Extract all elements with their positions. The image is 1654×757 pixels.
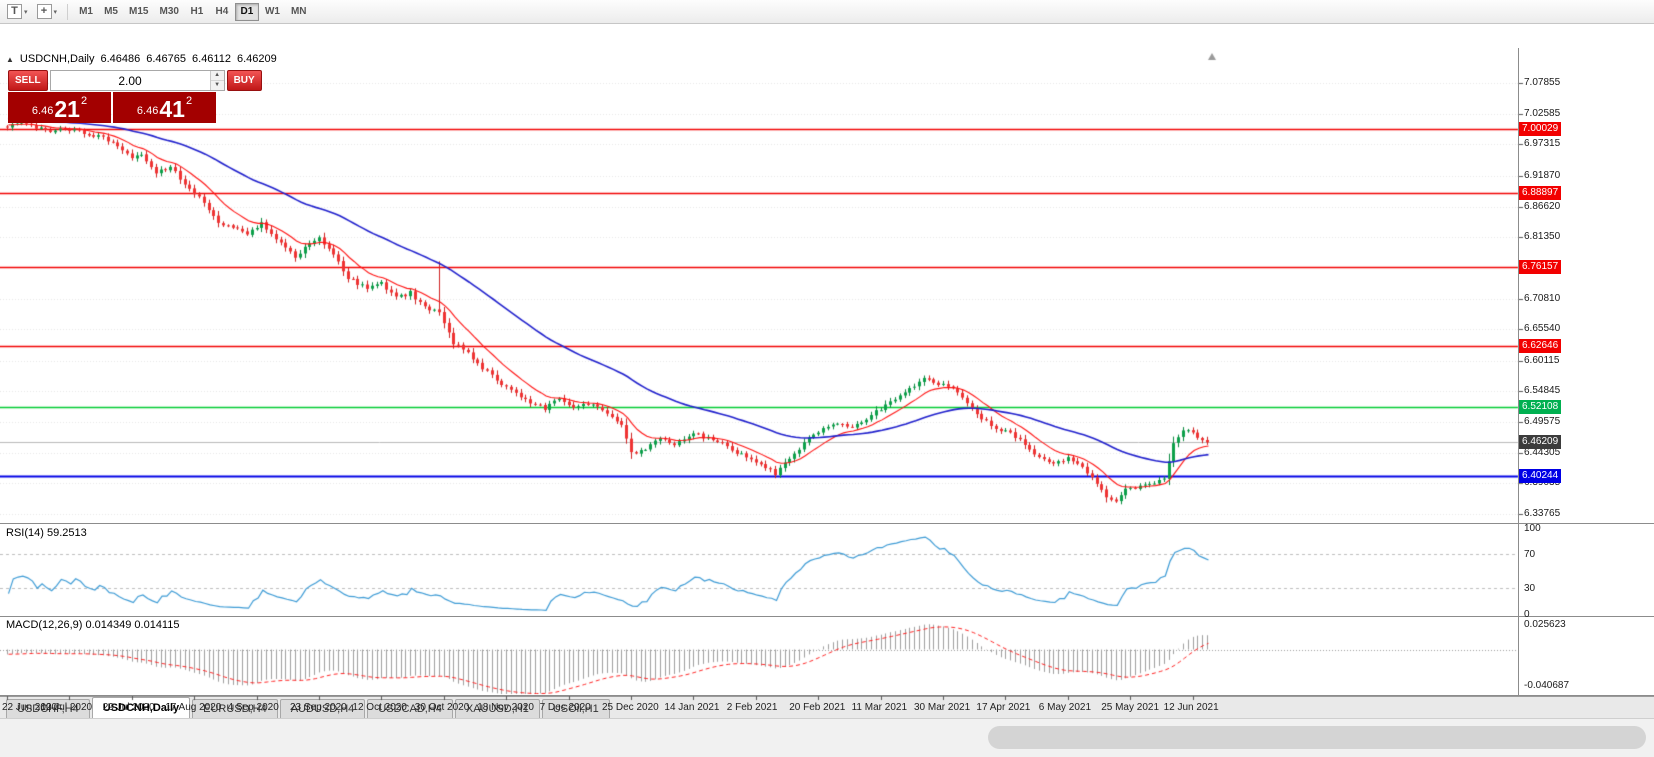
volume-down-icon[interactable]: ▼ <box>210 81 224 90</box>
chart-window: ▲ USDCNH,Daily 6.46486 6.46765 6.46112 6… <box>0 24 1654 720</box>
price-axis-label: 7.02585 <box>1524 107 1561 119</box>
pane-separator-rsi[interactable] <box>0 523 1654 524</box>
price-axis-label: 6.97315 <box>1524 138 1561 150</box>
time-axis-label: 11 Mar 2021 <box>851 702 907 713</box>
volume-up-icon[interactable]: ▲ <box>210 71 224 81</box>
ohlc-high: 6.46765 <box>146 53 187 65</box>
price-level-badge: 6.62646 <box>1519 339 1562 353</box>
price-level-badge: 6.88897 <box>1519 186 1562 201</box>
rsi-scale-label: 70 <box>1524 548 1536 560</box>
price-axis-label: 6.54845 <box>1524 385 1561 397</box>
time-axis-label: 4 Sep 2020 <box>227 702 279 713</box>
crosshair-tool-button[interactable]: + ▾ <box>33 2 62 22</box>
time-axis-label: 30 Oct 2020 <box>414 702 470 713</box>
time-axis-label: 18 Nov 2020 <box>477 702 534 713</box>
time-axis-label: 20 Feb 2021 <box>789 702 846 713</box>
timeframe-h4[interactable]: H4 <box>210 3 234 21</box>
buy-price-frac: 2 <box>185 95 193 107</box>
time-axis-label: 10 Jul 2020 <box>40 702 93 713</box>
time-axis-label: 17 Aug 2020 <box>165 702 222 713</box>
top-toolbar: T ▾ + ▾ M1 M5 M15 M30 H1 H4 D1 W1 MN <box>0 0 1654 24</box>
price-axis-line <box>1518 48 1519 696</box>
rsi-indicator-label: RSI(14) 59.2513 <box>6 527 87 539</box>
sell-price-display[interactable]: 6.46 21 2 <box>8 92 111 123</box>
timeframe-m30[interactable]: M30 <box>154 3 183 21</box>
time-axis-label: 25 Dec 2020 <box>602 702 659 713</box>
time-axis-label: 14 Jan 2021 <box>664 702 720 713</box>
horizontal-scrollbar-thumb[interactable] <box>988 726 1646 749</box>
buy-price-display[interactable]: 6.46 41 2 <box>113 92 216 123</box>
price-axis-label: 6.60115 <box>1524 354 1560 366</box>
time-axis-label: 2 Feb 2021 <box>726 702 778 713</box>
price-level-badge: 6.76157 <box>1519 260 1562 275</box>
rsi-scale-label: 0 <box>1524 609 1530 620</box>
one-click-collapse-icon[interactable]: ▲ <box>6 54 14 64</box>
time-axis-label: 6 May 2021 <box>1038 702 1092 713</box>
price-axis-label: 6.44305 <box>1524 446 1561 458</box>
chart-ohlc-title: ▲ USDCNH,Daily 6.46486 6.46765 6.46112 6… <box>6 53 277 65</box>
toolbar-separator <box>67 3 69 20</box>
timeframe-w1[interactable]: W1 <box>260 3 285 21</box>
chevron-down-icon: ▾ <box>53 8 58 16</box>
time-axis-separator <box>0 695 1654 696</box>
price-axis-label: 6.70810 <box>1524 292 1561 304</box>
macd-scale-label: 0.025623 <box>1524 619 1566 630</box>
price-level-badge: 6.46209 <box>1519 434 1562 449</box>
one-click-trading-panel: SELL ▲ ▼ BUY 6.46 21 2 6.46 41 2 <box>8 70 262 123</box>
time-axis-label: 22 Jun 2020 <box>2 702 58 713</box>
timeframe-m1[interactable]: M1 <box>74 3 98 21</box>
timeframe-m5[interactable]: M5 <box>99 3 123 21</box>
price-level-badge: 6.40244 <box>1519 469 1562 484</box>
time-axis-label: 7 Dec 2020 <box>539 702 591 713</box>
text-tool-icon: T <box>7 4 22 19</box>
time-axis-label: 17 Apr 2021 <box>976 702 1031 713</box>
price-axis-label: 7.07855 <box>1524 77 1561 89</box>
price-axis-label: 6.86620 <box>1524 200 1561 212</box>
timeframe-h1[interactable]: H1 <box>185 3 209 21</box>
rsi-scale-label: 30 <box>1524 583 1536 595</box>
time-axis-label: 12 Oct 2020 <box>352 702 407 713</box>
price-axis-label: 6.81350 <box>1524 231 1561 243</box>
rsi-scale-label: 100 <box>1524 523 1541 534</box>
time-axis-label: 12 Jun 2021 <box>1163 702 1219 713</box>
price-axis-label: 6.49575 <box>1524 416 1561 428</box>
sell-price-frac: 2 <box>80 95 88 107</box>
volume-input[interactable] <box>50 71 210 90</box>
sell-price-pips: 21 <box>54 96 80 122</box>
text-tool-button[interactable]: T ▾ <box>3 2 32 22</box>
ohlc-open: 6.46486 <box>100 53 141 65</box>
pane-separator-macd[interactable] <box>0 616 1654 617</box>
horizontal-scrollbar[interactable] <box>0 718 1654 757</box>
timeframe-d1[interactable]: D1 <box>234 2 259 21</box>
time-axis-label: 25 May 2021 <box>1101 702 1160 713</box>
ohlc-low: 6.46112 <box>192 53 231 65</box>
buy-price-pips: 41 <box>159 96 185 122</box>
price-level-badge: 7.00029 <box>1519 121 1562 136</box>
sell-price-base: 6.46 <box>31 105 54 117</box>
price-axis-label: 6.33765 <box>1524 507 1561 519</box>
timeframe-m15[interactable]: M15 <box>124 3 153 21</box>
volume-stepper: ▲ ▼ <box>209 71 224 90</box>
price-axis-label: 6.91870 <box>1524 170 1561 181</box>
time-axis-label: 30 Mar 2021 <box>914 702 971 713</box>
macd-scale-label: -0.040687 <box>1524 680 1570 691</box>
price-level-badge: 6.52108 <box>1519 400 1562 415</box>
chevron-down-icon: ▾ <box>24 8 28 16</box>
crosshair-icon: + <box>36 4 52 19</box>
buy-button[interactable]: BUY <box>226 70 262 91</box>
time-axis-label: 23 Sep 2020 <box>290 702 347 713</box>
buy-price-base: 6.46 <box>136 105 159 117</box>
macd-indicator-label: MACD(12,26,9) 0.014349 0.014115 <box>6 619 180 631</box>
time-axis-label: 29 Jul 2020 <box>102 702 155 713</box>
ohlc-close: 6.46209 <box>236 53 277 65</box>
timeframe-mn[interactable]: MN <box>286 3 312 21</box>
chart-canvas[interactable] <box>0 48 1654 720</box>
sell-button[interactable]: SELL <box>8 70 48 91</box>
price-axis-label: 6.65540 <box>1524 323 1561 335</box>
chart-symbol-period: USDCNH,Daily <box>19 53 95 65</box>
timeframe-bar: M1 M5 M15 M30 H1 H4 D1 W1 MN <box>74 2 312 21</box>
volume-field: ▲ ▼ <box>49 70 225 91</box>
